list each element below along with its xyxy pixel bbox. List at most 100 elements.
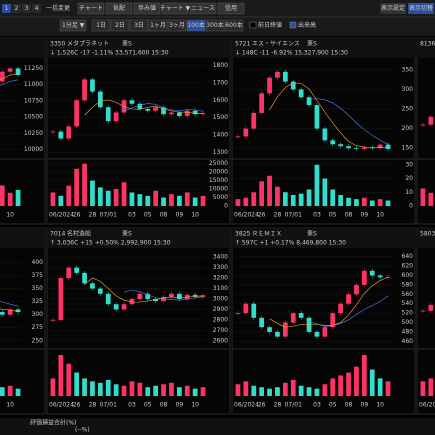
tab-label[interactable]: 2 (15, 5, 19, 12)
volume-bar (0, 185, 5, 206)
toolbar-button[interactable] (217, 2, 245, 15)
toolbar-button-label[interactable]: 歩み値 (138, 4, 156, 12)
date-label: 03 (128, 402, 136, 409)
candle (129, 100, 135, 104)
toolbar-button[interactable] (77, 2, 105, 15)
volume-bar (385, 200, 391, 206)
view-button[interactable] (380, 3, 406, 14)
toolbar-button[interactable] (161, 2, 189, 15)
range-label[interactable]: 1日 (96, 22, 106, 29)
range-button[interactable] (224, 19, 244, 32)
range-button[interactable] (148, 19, 168, 32)
period-select[interactable] (59, 19, 87, 32)
range-button[interactable] (91, 19, 111, 32)
date-label: 28 (89, 402, 97, 409)
range-button[interactable] (129, 19, 149, 32)
volume-bar (251, 192, 257, 206)
price-tick-label: 1700 (213, 79, 228, 86)
range-label[interactable]: 600本 (225, 21, 242, 29)
range-label[interactable]: 300本 (206, 21, 223, 29)
candle (275, 331, 280, 337)
candle (314, 105, 320, 129)
price-tick-label: 1500 (213, 114, 228, 121)
market: 東S (307, 230, 317, 238)
view-button[interactable] (408, 3, 434, 14)
toolbar-button-label[interactable]: チャート ▼ (160, 5, 191, 12)
date-label: 03 (313, 402, 321, 409)
price-tick-label: 250 (402, 106, 414, 113)
candle (176, 293, 182, 299)
range-label[interactable]: 3日 (134, 22, 144, 29)
price-tick-label: 540 (402, 300, 414, 307)
candle (290, 313, 296, 323)
toolbar-button-label[interactable]: 気配 (113, 4, 125, 12)
candle (259, 93, 265, 113)
volume-bar (97, 187, 103, 206)
candle (15, 309, 21, 313)
checkbox[interactable] (289, 21, 297, 29)
footer (0, 418, 435, 435)
volume-bar (153, 385, 159, 396)
candle (200, 113, 206, 115)
quote: ↓ 148C -11 -6.92% 15,327,900 15:30 (235, 50, 348, 57)
checkbox-label[interactable]: 前日終値 (258, 21, 282, 29)
candle (90, 283, 95, 289)
toolbar-button[interactable] (133, 2, 161, 15)
tab-label[interactable]: 4 (35, 5, 39, 12)
candle (361, 147, 367, 149)
panel-frame (416, 37, 435, 225)
volume-bar (338, 195, 344, 206)
view-button-label[interactable]: 表示切替 (409, 4, 433, 12)
range-label[interactable]: 2日 (115, 22, 125, 29)
range-button[interactable] (205, 19, 225, 32)
toolbar-button[interactable] (105, 2, 133, 15)
period-label[interactable]: 1分足 ▼ (62, 21, 85, 29)
tab-label[interactable]: 3 (25, 5, 29, 12)
tab[interactable] (32, 4, 41, 13)
tab-label[interactable]: 1 (5, 5, 9, 12)
price-tick-label: 500 (402, 319, 414, 326)
batch-label[interactable]: 一括変更 (46, 4, 70, 12)
candle (330, 140, 336, 145)
range-label[interactable]: 100本 (187, 21, 204, 29)
toolbar-button[interactable] (189, 2, 217, 15)
price-tick-label: 3200 (213, 275, 228, 282)
volume-bar (145, 387, 151, 396)
volume-bar (192, 388, 198, 396)
tab[interactable] (12, 4, 21, 13)
range-button[interactable] (186, 19, 206, 32)
candle (66, 126, 72, 139)
range-button[interactable] (167, 19, 187, 32)
candle (145, 293, 151, 299)
range-label[interactable]: 1ヶ月 (150, 22, 166, 29)
checkbox[interactable] (249, 21, 257, 29)
chart-panel: 5721 エス・サイエンス 東S ↓ 148C -11 -6.92% 15,327,9… (231, 37, 416, 225)
date-label: 05 (329, 402, 337, 409)
price-tick-label: 375 (32, 272, 44, 279)
view-button-label[interactable]: 表示設定 (381, 4, 405, 12)
tab[interactable] (22, 4, 31, 13)
checkbox-label[interactable]: 出来高 (298, 21, 316, 29)
volume-bar (346, 372, 351, 396)
toolbar-button-label[interactable]: チャート (79, 5, 103, 12)
volume-bar (369, 369, 375, 396)
toolbar-button-label[interactable]: ニュース (191, 5, 215, 12)
date-label: 06/2024 (49, 212, 74, 219)
candle (176, 112, 182, 116)
volume-bar (275, 186, 280, 206)
tab[interactable] (2, 4, 11, 13)
volume-bar (74, 372, 80, 396)
moving-average (84, 99, 204, 116)
toolbar-button-label[interactable]: 信用 (225, 4, 237, 12)
volume-bar (385, 381, 391, 396)
stock-code: 5721 (235, 41, 250, 48)
volume-bar (0, 387, 5, 396)
volume-bar (369, 200, 375, 206)
moving-average (269, 82, 389, 149)
range-label[interactable]: 3ヶ月 (169, 22, 185, 29)
date-label: 10 (6, 212, 14, 219)
volume-bar (330, 189, 336, 206)
candle (15, 68, 21, 75)
range-button[interactable] (110, 19, 130, 32)
